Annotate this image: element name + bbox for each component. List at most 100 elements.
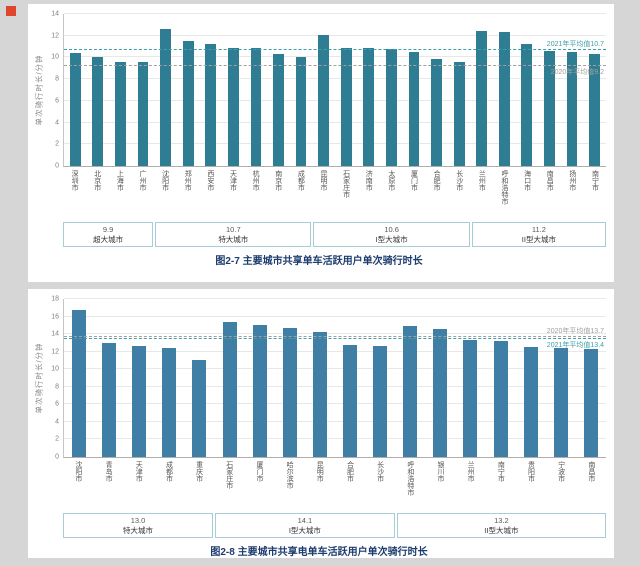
x-label-text: 郑州市 [184, 170, 192, 191]
bar-slot [403, 14, 426, 166]
x-label-text: 南昌市 [587, 461, 595, 482]
x-label: 兰州市 [470, 170, 493, 220]
bar [433, 328, 448, 457]
x-label-text: 贵阳市 [527, 461, 535, 482]
gridline [64, 143, 606, 145]
reference-line-label: 2021年平均值13.4 [546, 342, 604, 350]
x-label: 上海市 [108, 170, 131, 220]
city-group-box: 13.0 特大城市 [63, 513, 214, 538]
bar-slot [215, 299, 245, 457]
bar [282, 327, 297, 457]
gridline [64, 34, 606, 36]
x-label: 济南市 [357, 170, 380, 220]
plot-area: 2020年平均值13.7 2021年平均值13.4 [63, 298, 606, 458]
y-tick-label: 10 [51, 53, 59, 61]
x-label-text: 南京市 [274, 170, 282, 191]
bar-slot [94, 299, 124, 457]
x-label-text: 西安市 [206, 170, 214, 191]
bar [250, 47, 262, 166]
bar [463, 340, 478, 457]
city-group-box: 10.6 I型大城市 [313, 222, 470, 247]
x-label: 哈尔滨市 [274, 461, 304, 511]
gridline [64, 350, 606, 352]
x-label-text: 天津市 [135, 461, 143, 482]
gridline [64, 78, 606, 80]
bar [544, 50, 555, 166]
gridline [64, 121, 606, 123]
city-group-box: 10.7 特大城市 [155, 222, 312, 247]
bar-slot [455, 299, 485, 457]
bar-slot [395, 299, 425, 457]
bar-slot [335, 299, 365, 457]
y-tick-label: 14 [51, 10, 59, 18]
bar [453, 61, 465, 166]
bar-slot [177, 14, 200, 166]
y-tick-label: 18 [51, 295, 59, 303]
bar-slot [87, 14, 110, 166]
x-label-text: 成都市 [297, 170, 305, 191]
bar-slot [335, 14, 358, 166]
x-label-text: 济南市 [365, 170, 373, 191]
bar-slot [275, 299, 305, 457]
group-average-value: 9.9 [102, 225, 114, 234]
x-label-text: 合肥市 [433, 170, 441, 191]
bars-row [64, 14, 606, 166]
bar-slot [245, 299, 275, 457]
gridline [64, 420, 606, 422]
reference-line-label: 2020年平均值13.7 [546, 327, 604, 335]
y-tick-label: 12 [51, 32, 59, 40]
bar-slot [486, 299, 516, 457]
gridline [64, 56, 606, 58]
x-label-text: 长沙市 [455, 170, 463, 191]
bar [312, 332, 327, 457]
bar-slot [305, 299, 335, 457]
city-group-box: 9.9 超大城市 [63, 222, 154, 247]
bar [340, 47, 352, 166]
bar-slot [154, 299, 184, 457]
plot-column: 2020年平均值13.7 2021年平均值13.4 沈阳市 青岛市 天津市 成都市 重庆市… [63, 298, 607, 538]
y-tick-label: 6 [55, 400, 59, 408]
x-label-text: 石家庄市 [225, 461, 233, 489]
gridline [64, 298, 606, 299]
bar [69, 53, 81, 166]
bar [373, 345, 388, 457]
bar [408, 52, 420, 166]
y-tick-label: 8 [55, 75, 59, 83]
x-label: 广州市 [131, 170, 154, 220]
x-label: 呼和浩特市 [395, 461, 425, 511]
bar [385, 48, 397, 166]
bar-slot [470, 14, 493, 166]
ebike-ride-duration-chart: 单次骑行时长/分钟 0 2 4 6 8 10 12 14 16 18 2020年平均值13.7 20… [28, 289, 614, 558]
bar [583, 349, 598, 457]
x-label: 石家庄市 [214, 461, 244, 511]
x-label: 银川市 [425, 461, 455, 511]
group-name: II型大城市 [484, 526, 519, 535]
x-label-text: 重庆市 [195, 461, 203, 482]
gridline [64, 315, 606, 317]
x-label: 郑州市 [176, 170, 199, 220]
bar-slot [538, 14, 561, 166]
x-label-text: 厦门市 [410, 170, 418, 191]
x-label: 呼和浩特市 [493, 170, 516, 220]
x-label: 昆明市 [312, 170, 335, 220]
bar [115, 61, 126, 166]
bar-slot [493, 14, 516, 166]
x-label-text: 兰州市 [478, 170, 486, 191]
city-group-box: 14.1 I型大城市 [215, 513, 395, 538]
x-label-text: 合肥市 [346, 461, 354, 482]
bar [363, 47, 375, 166]
y-tick-label: 0 [55, 162, 59, 170]
x-label: 长沙市 [365, 461, 395, 511]
x-label: 成都市 [289, 170, 312, 220]
x-label-text: 沈阳市 [161, 170, 169, 191]
bar-slot [290, 14, 313, 166]
x-label-text: 扬州市 [568, 170, 576, 191]
group-average-value: 10.7 [226, 225, 241, 234]
x-label: 贵阳市 [516, 461, 546, 511]
x-label: 沈阳市 [63, 461, 93, 511]
x-label: 太原市 [380, 170, 403, 220]
bar-slot [312, 14, 335, 166]
group-average-value: 10.6 [384, 225, 399, 234]
x-label: 南京市 [267, 170, 290, 220]
group-average-value: 14.1 [297, 516, 313, 525]
